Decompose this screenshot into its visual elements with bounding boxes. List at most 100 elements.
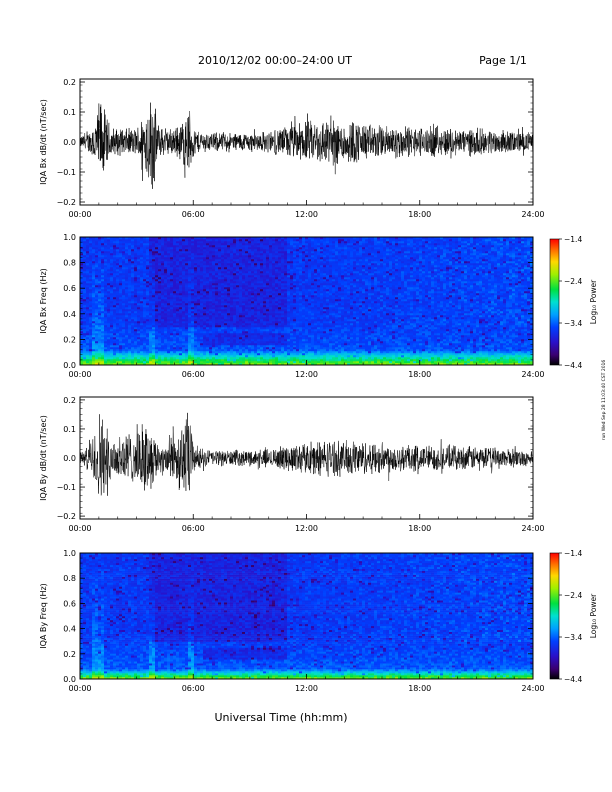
bx-spec-cell xyxy=(410,303,414,306)
bx-spec-cell xyxy=(158,327,162,330)
bx-spec-cell xyxy=(143,323,147,326)
bx-spec-cell xyxy=(119,345,123,348)
bx-spec-cell xyxy=(341,319,345,322)
bx-spec-cell xyxy=(176,343,180,346)
bx-spec-cell xyxy=(524,341,528,344)
bx-spec-cell xyxy=(134,317,138,320)
bx-spec-cell xyxy=(344,315,348,318)
bx-spec-cell xyxy=(266,363,270,366)
bx-spec-cell xyxy=(206,331,210,334)
bx-spec-cell xyxy=(362,359,366,362)
bx-spec-cell xyxy=(452,337,456,340)
bx-spec-cell xyxy=(284,357,288,360)
bx-spec-cell xyxy=(521,323,525,326)
bx-spec-cell xyxy=(125,323,129,326)
bx-spec-cell xyxy=(185,319,189,322)
bx-spec-cell xyxy=(422,345,426,348)
bx-spec-cell xyxy=(227,299,231,302)
bx-spec-cell xyxy=(275,329,279,332)
bx-spec-cell xyxy=(362,313,366,316)
bx-spec-cell xyxy=(374,347,378,350)
bx-spec-cell xyxy=(275,345,279,348)
bx-spec-cell xyxy=(527,363,531,366)
bx-spec-cell xyxy=(251,333,255,336)
bx-spec-cell xyxy=(137,357,141,360)
bx-spec-cell xyxy=(299,349,303,352)
bx-spec-cell xyxy=(296,323,300,326)
bx-spec-cell xyxy=(278,353,282,356)
bx-spec-cell xyxy=(317,303,321,306)
bx-spec-cell xyxy=(272,349,276,352)
bx-spec-cell xyxy=(122,299,126,302)
bx-spec-cell xyxy=(233,301,237,304)
bx-spec-cell xyxy=(467,361,471,364)
bx-spec-cell xyxy=(473,361,477,364)
bx-spec-cell xyxy=(308,353,312,356)
bx-spec-cell xyxy=(416,353,420,356)
bx-spec-cell xyxy=(347,317,351,320)
bx-spec-cell xyxy=(299,351,303,354)
bx-spec-cell xyxy=(335,353,339,356)
bx-spec-cell xyxy=(221,339,225,342)
bx-spec-cell xyxy=(404,347,408,350)
bx-spec-cell xyxy=(401,351,405,354)
bx-spec-cell xyxy=(506,319,510,322)
bx-spec-cell xyxy=(374,305,378,308)
bx-spec-cell xyxy=(200,361,204,364)
bx-spec-cell xyxy=(200,323,204,326)
bx-spec-cell xyxy=(461,313,465,316)
bx-spec-cell xyxy=(221,325,225,328)
bx-spec-cell xyxy=(194,323,198,326)
bx-spec-cell xyxy=(380,337,384,340)
bx-spec-cell xyxy=(335,311,339,314)
bx-spec-cell xyxy=(365,327,369,330)
bx-spec-cell xyxy=(389,343,393,346)
bx-spec-cell xyxy=(194,309,198,312)
bx-spec-cell xyxy=(353,353,357,356)
bx-spec-cell xyxy=(281,299,285,302)
bx-spec-cell xyxy=(239,319,243,322)
bx-spec-cell xyxy=(101,329,105,332)
bx-spec-cell xyxy=(374,335,378,338)
bx-spec-cell xyxy=(455,339,459,342)
bx-spec-cell xyxy=(407,339,411,342)
bx-spec-cell xyxy=(380,325,384,328)
bx-spec-cell xyxy=(362,315,366,318)
bx-spec-cell xyxy=(323,301,327,304)
bx-spec-cell xyxy=(257,333,261,336)
bx-spec-cell xyxy=(482,337,486,340)
bx-spec-cell xyxy=(329,335,333,338)
bx-spec-cell xyxy=(404,305,408,308)
bx-spec-cell xyxy=(80,355,84,358)
bx-spec-cell xyxy=(425,307,429,310)
bx-spec-cell xyxy=(152,351,156,354)
bx-spec-cell xyxy=(179,353,183,356)
bx-spec-cell xyxy=(278,325,282,328)
bx-spec-cell xyxy=(170,357,174,360)
bx-spec-cell xyxy=(335,325,339,328)
bx-spec-cell xyxy=(464,325,468,328)
bx-spec-cell xyxy=(335,349,339,352)
bx-spec-cell xyxy=(206,337,210,340)
bx-spec-cell xyxy=(299,347,303,350)
bx-spec-cell xyxy=(161,355,165,358)
bx-spec-cell xyxy=(434,315,438,318)
bx-spec-cell xyxy=(488,323,492,326)
bx-dbdt-xtick-label: 24:00 xyxy=(521,210,544,219)
bx-spec-cell xyxy=(458,331,462,334)
bx-spec-cell xyxy=(149,353,153,356)
bx-spec-cell xyxy=(155,333,159,336)
bx-spec-cell xyxy=(131,301,135,304)
bx-spec-cell xyxy=(125,301,129,304)
bx-spec-cell xyxy=(110,327,114,330)
bx-spec-cell xyxy=(152,335,156,338)
bx-spec-cell xyxy=(95,329,99,332)
bx-spec-cell xyxy=(284,311,288,314)
bx-spec-cell xyxy=(413,357,417,360)
bx-spec-cell xyxy=(371,337,375,340)
bx-spec-cell xyxy=(197,359,201,362)
bx-spec-cell xyxy=(524,335,528,338)
bx-spec-cell xyxy=(83,315,87,318)
bx-spec-cell xyxy=(503,321,507,324)
bx-spec-cell xyxy=(434,303,438,306)
